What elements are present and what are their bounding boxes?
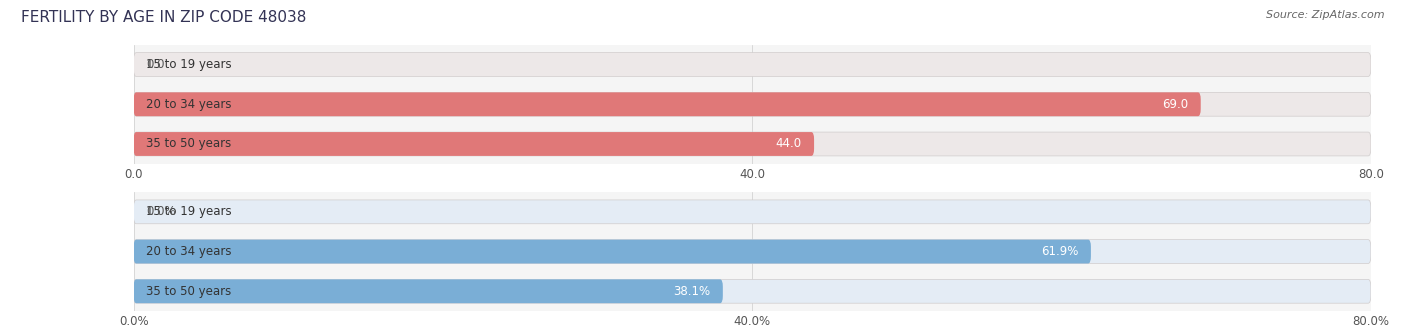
Text: 20 to 34 years: 20 to 34 years: [146, 98, 232, 111]
FancyBboxPatch shape: [134, 200, 1371, 224]
Text: 61.9%: 61.9%: [1042, 245, 1078, 258]
Text: 44.0: 44.0: [776, 137, 801, 151]
FancyBboxPatch shape: [134, 279, 1371, 303]
FancyBboxPatch shape: [134, 279, 723, 303]
FancyBboxPatch shape: [134, 240, 1371, 263]
Text: 35 to 50 years: 35 to 50 years: [146, 137, 231, 151]
Text: 20 to 34 years: 20 to 34 years: [146, 245, 232, 258]
Text: 15 to 19 years: 15 to 19 years: [146, 205, 232, 218]
Text: 0.0%: 0.0%: [146, 205, 176, 218]
Text: 38.1%: 38.1%: [673, 285, 710, 298]
Text: 15 to 19 years: 15 to 19 years: [146, 58, 232, 71]
FancyBboxPatch shape: [134, 92, 1201, 116]
Text: 0.0: 0.0: [146, 58, 165, 71]
FancyBboxPatch shape: [134, 132, 814, 156]
Text: 69.0: 69.0: [1163, 98, 1188, 111]
FancyBboxPatch shape: [134, 53, 1371, 76]
FancyBboxPatch shape: [134, 240, 1091, 263]
FancyBboxPatch shape: [134, 92, 1371, 116]
FancyBboxPatch shape: [134, 132, 1371, 156]
Text: Source: ZipAtlas.com: Source: ZipAtlas.com: [1267, 10, 1385, 20]
Text: FERTILITY BY AGE IN ZIP CODE 48038: FERTILITY BY AGE IN ZIP CODE 48038: [21, 10, 307, 25]
Text: 35 to 50 years: 35 to 50 years: [146, 285, 231, 298]
